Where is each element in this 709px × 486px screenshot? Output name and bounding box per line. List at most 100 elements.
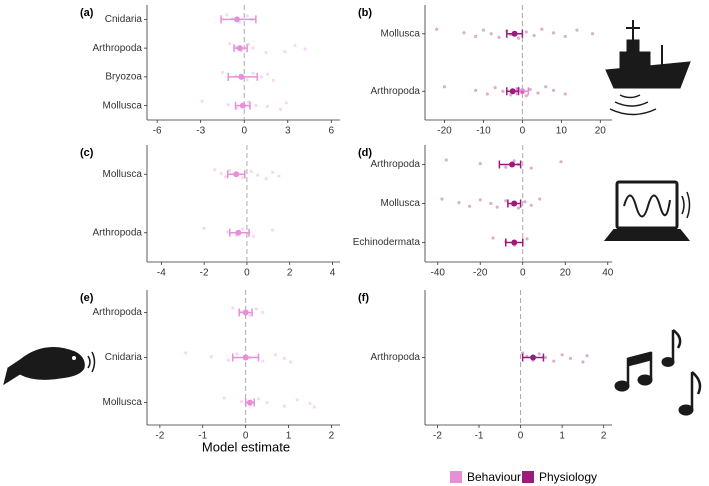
data-point [559,160,563,164]
data-point [270,170,275,175]
data-point [504,199,508,203]
data-point [521,351,525,355]
data-point [226,230,230,234]
data-point [478,162,482,166]
panel-label: (f) [358,292,369,304]
x-tick-label: 3 [285,126,291,137]
data-point [265,104,270,109]
data-point [261,359,265,363]
estimate [233,171,240,178]
data-point [516,36,521,40]
data-point [524,30,528,34]
data-point [251,46,255,50]
data-point [289,360,293,364]
x-tick-label: 4 [330,268,336,279]
x-tick-label: 6 [329,126,335,137]
data-point [245,14,249,18]
data-point [493,86,497,90]
data-point [220,70,225,74]
y-tick-label: Arthropoda [93,43,143,54]
data-point [457,201,461,205]
data-point [293,43,297,48]
data-point [222,396,226,400]
x-tick-label: -10 [476,126,491,137]
estimate [242,354,249,361]
data-point [532,33,536,38]
x-tick-label: 1 [286,431,292,442]
panel-label: (a) [80,7,94,19]
y-tick-label: Mollusca [103,169,143,180]
data-point [512,159,516,163]
x-tick-label: 2 [287,268,293,279]
estimate [519,88,526,95]
estimate [235,229,242,236]
data-point [284,101,288,105]
data-point [560,353,564,357]
estimate [511,200,518,207]
data-point [442,85,447,89]
legend-label: Physiology [539,470,597,484]
panel-label: (c) [80,147,94,159]
data-point [501,89,505,93]
data-point [251,71,255,75]
y-tick-label: Bryozoa [105,72,142,83]
data-point [489,201,493,206]
data-point [516,206,521,210]
data-point [202,226,206,230]
data-point [283,50,287,54]
data-point [474,34,478,39]
y-tick-label: Mollusca [103,100,143,111]
data-point [495,205,499,209]
x-tick-label: 0 [243,431,249,442]
x-tick-label: -40 [431,268,446,279]
legend-swatch [522,471,534,483]
data-point [274,353,278,357]
x-tick-label: -2 [200,268,209,279]
data-point [256,397,261,401]
data-point [536,91,540,95]
x-tick-label: -1 [475,431,484,442]
data-point [481,28,486,32]
x-tick-label: 40 [602,268,614,279]
y-tick-label: Echinodermata [353,237,421,248]
x-tick-label: -4 [157,268,166,279]
estimate [509,161,516,168]
legend-label: Behaviour [467,470,521,484]
y-tick-label: Arthropoda [371,159,421,170]
data-point [241,227,245,231]
data-point [248,313,252,317]
y-tick-label: Arthropoda [371,352,421,363]
laptop-icon [603,180,691,241]
data-point [540,27,544,31]
y-tick-label: Arthropoda [93,307,143,318]
data-point [226,358,231,362]
x-tick-label: -20 [437,126,452,137]
data-point [251,234,255,238]
data-point [254,307,258,311]
x-tick-label: 2 [601,431,607,442]
data-point [260,75,264,79]
data-point [184,351,188,355]
estimate [509,88,516,95]
data-point [225,13,229,17]
data-point [563,92,567,96]
data-point [440,197,444,201]
data-point [261,310,265,315]
estimate [246,399,253,406]
data-point [478,198,482,202]
data-point [551,31,556,35]
data-point [235,352,239,356]
data-point [523,200,527,204]
estimate [236,45,243,52]
data-point [265,72,270,76]
y-tick-label: Arthropoda [371,86,421,97]
fish-icon [3,347,96,386]
data-point [563,34,567,39]
data-point [444,158,448,162]
data-point [271,78,275,83]
ship-icon [605,20,691,116]
panel-label: (e) [80,292,94,304]
data-point [468,204,472,208]
x-tick-label: 0 [244,268,250,279]
data-point [312,405,316,409]
